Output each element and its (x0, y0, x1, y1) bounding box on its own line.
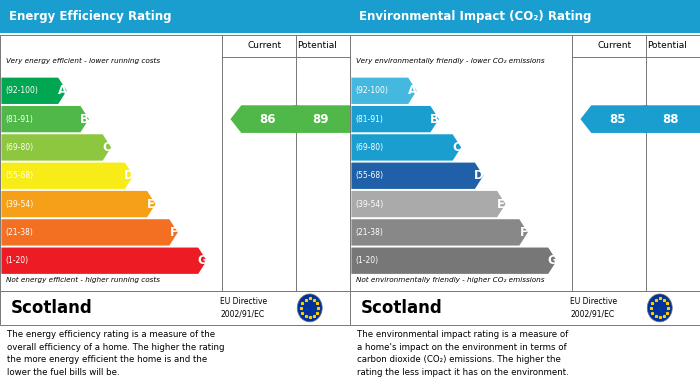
Text: EU Directive
2002/91/EC: EU Directive 2002/91/EC (570, 297, 617, 319)
Text: F: F (169, 226, 178, 239)
Polygon shape (1, 163, 133, 189)
Text: (21-38): (21-38) (355, 228, 383, 237)
Text: The environmental impact rating is a measure of
a home's impact on the environme: The environmental impact rating is a mea… (357, 330, 568, 377)
Text: Not energy efficient - higher running costs: Not energy efficient - higher running co… (6, 276, 160, 283)
Text: D: D (475, 169, 484, 182)
Bar (350, 291, 700, 325)
Polygon shape (1, 248, 206, 274)
Text: 86: 86 (260, 113, 276, 126)
Circle shape (648, 294, 672, 322)
Text: 89: 89 (312, 113, 328, 126)
Bar (350, 0, 700, 33)
Text: Potential: Potential (297, 41, 337, 50)
Text: Very energy efficient - lower running costs: Very energy efficient - lower running co… (6, 58, 160, 64)
Polygon shape (1, 134, 111, 161)
Polygon shape (351, 163, 483, 189)
Text: B: B (430, 113, 439, 126)
Text: F: F (519, 226, 528, 239)
Text: E: E (498, 197, 505, 211)
Text: (69-80): (69-80) (5, 143, 33, 152)
Text: Current: Current (597, 41, 631, 50)
Text: The energy efficiency rating is a measure of the
overall efficiency of a home. T: The energy efficiency rating is a measur… (7, 330, 225, 377)
Text: (92-100): (92-100) (355, 86, 388, 95)
Text: (92-100): (92-100) (5, 86, 38, 95)
Text: C: C (102, 141, 111, 154)
Bar (350, 35, 700, 291)
Text: Environmental Impact (CO₂) Rating: Environmental Impact (CO₂) Rating (358, 10, 591, 23)
Polygon shape (351, 248, 556, 274)
Polygon shape (230, 105, 298, 133)
Polygon shape (351, 219, 528, 246)
Polygon shape (633, 105, 700, 133)
Text: Scotland: Scotland (10, 299, 92, 317)
Polygon shape (351, 191, 505, 217)
Polygon shape (351, 78, 416, 104)
Polygon shape (351, 134, 461, 161)
Text: (81-91): (81-91) (355, 115, 383, 124)
Text: EU Directive
2002/91/EC: EU Directive 2002/91/EC (220, 297, 267, 319)
Bar (0, 35, 350, 291)
Text: Scotland: Scotland (360, 299, 442, 317)
Bar (0, 0, 350, 33)
Text: (21-38): (21-38) (5, 228, 33, 237)
Text: (1-20): (1-20) (5, 256, 28, 265)
Text: C: C (452, 141, 461, 154)
Text: A: A (408, 84, 417, 97)
Text: B: B (80, 113, 89, 126)
Text: 88: 88 (662, 113, 678, 126)
Text: (39-54): (39-54) (355, 199, 383, 208)
Text: Energy Efficiency Rating: Energy Efficiency Rating (8, 10, 172, 23)
Text: (81-91): (81-91) (5, 115, 33, 124)
Polygon shape (580, 105, 648, 133)
Text: (39-54): (39-54) (5, 199, 33, 208)
Text: Potential: Potential (647, 41, 687, 50)
Text: (55-68): (55-68) (355, 171, 383, 180)
Text: D: D (125, 169, 134, 182)
Polygon shape (351, 106, 439, 132)
Text: (69-80): (69-80) (355, 143, 383, 152)
Text: G: G (197, 254, 207, 267)
Polygon shape (1, 78, 66, 104)
Polygon shape (1, 191, 155, 217)
Text: G: G (547, 254, 557, 267)
Bar (0, 291, 350, 325)
Text: E: E (148, 197, 155, 211)
Text: (55-68): (55-68) (5, 171, 33, 180)
Circle shape (298, 294, 322, 322)
Text: (1-20): (1-20) (355, 256, 378, 265)
Text: Very environmentally friendly - lower CO₂ emissions: Very environmentally friendly - lower CO… (356, 58, 545, 64)
Polygon shape (283, 105, 351, 133)
Text: Current: Current (247, 41, 281, 50)
Polygon shape (1, 219, 178, 246)
Polygon shape (1, 106, 89, 132)
Text: A: A (58, 84, 67, 97)
Text: 85: 85 (610, 113, 626, 126)
Text: Not environmentally friendly - higher CO₂ emissions: Not environmentally friendly - higher CO… (356, 276, 545, 283)
